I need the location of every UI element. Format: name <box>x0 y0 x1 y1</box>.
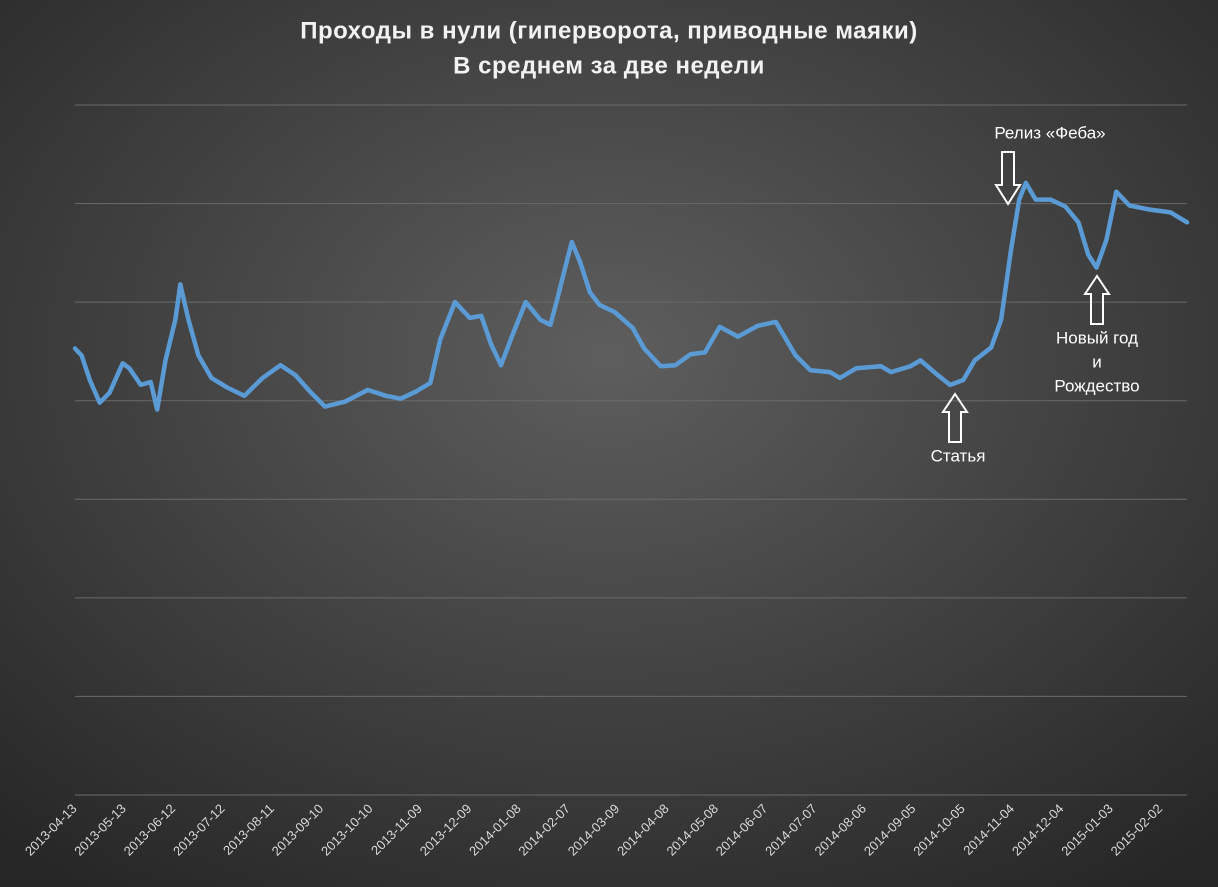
data-line <box>72 180 1190 412</box>
annotation: и <box>1092 352 1102 371</box>
plot <box>72 180 1190 412</box>
arrow <box>941 392 969 443</box>
annotation: Статья <box>931 446 986 465</box>
chart-subtitle: В среднем за две недели <box>453 52 765 79</box>
arrow <box>1083 274 1111 325</box>
annotation: Рождество <box>1054 376 1139 395</box>
grid <box>75 104 1187 796</box>
arrow <box>994 151 1022 206</box>
annotations: Релиз «Феба» Статья Новый год и Рождество <box>931 123 1140 465</box>
annotation: Релиз «Феба» <box>994 123 1105 142</box>
chart-title: Проходы в нули (гиперворота, приводные м… <box>300 17 918 44</box>
annotation: Новый год <box>1056 328 1138 347</box>
